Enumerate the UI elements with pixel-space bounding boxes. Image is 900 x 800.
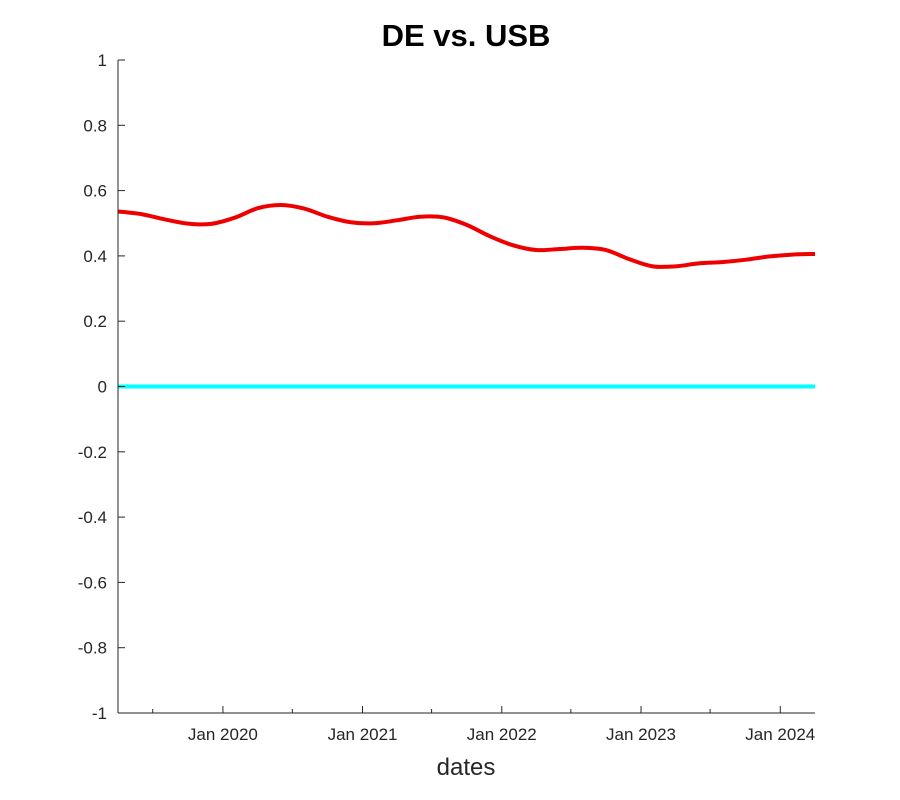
x-axis-label: dates <box>437 754 496 781</box>
x-tick-label: Jan 2020 <box>188 725 258 744</box>
y-tick-label: 0.2 <box>83 312 107 331</box>
y-tick-label: -0.4 <box>78 508 107 527</box>
y-tick-label: 1 <box>98 51 107 70</box>
y-tick-label: 0.4 <box>83 247 107 266</box>
y-axis-ticks: -1 -0.8 -0.6 -0.4 -0.2 0 0.2 0.4 0.6 0.8 1 <box>78 51 125 723</box>
y-tick-label: -1 <box>92 704 107 723</box>
series-line-correlation <box>117 202 816 270</box>
x-tick-label: Jan 2024 <box>745 725 815 744</box>
x-axis-ticks: Jan 2020 Jan 2021 Jan 2022 Jan 2023 Jan 2024 <box>152 706 815 744</box>
y-tick-label: 0 <box>98 378 107 397</box>
chart-title: DE vs. USB <box>382 18 551 53</box>
x-tick-label: Jan 2022 <box>467 725 537 744</box>
x-tick-label: Jan 2021 <box>328 725 398 744</box>
y-tick-label: 0.6 <box>83 182 107 201</box>
y-tick-label: -0.6 <box>78 573 107 592</box>
x-tick-label: Jan 2023 <box>606 725 676 744</box>
series-layer <box>117 202 816 389</box>
y-tick-label: -0.8 <box>78 639 107 658</box>
plot-area: -1 -0.8 -0.6 -0.4 -0.2 0 0.2 0.4 0.6 0.8 1 Jan 202… <box>78 51 816 744</box>
y-tick-label: -0.2 <box>78 443 107 462</box>
y-tick-label: 0.8 <box>83 116 107 135</box>
